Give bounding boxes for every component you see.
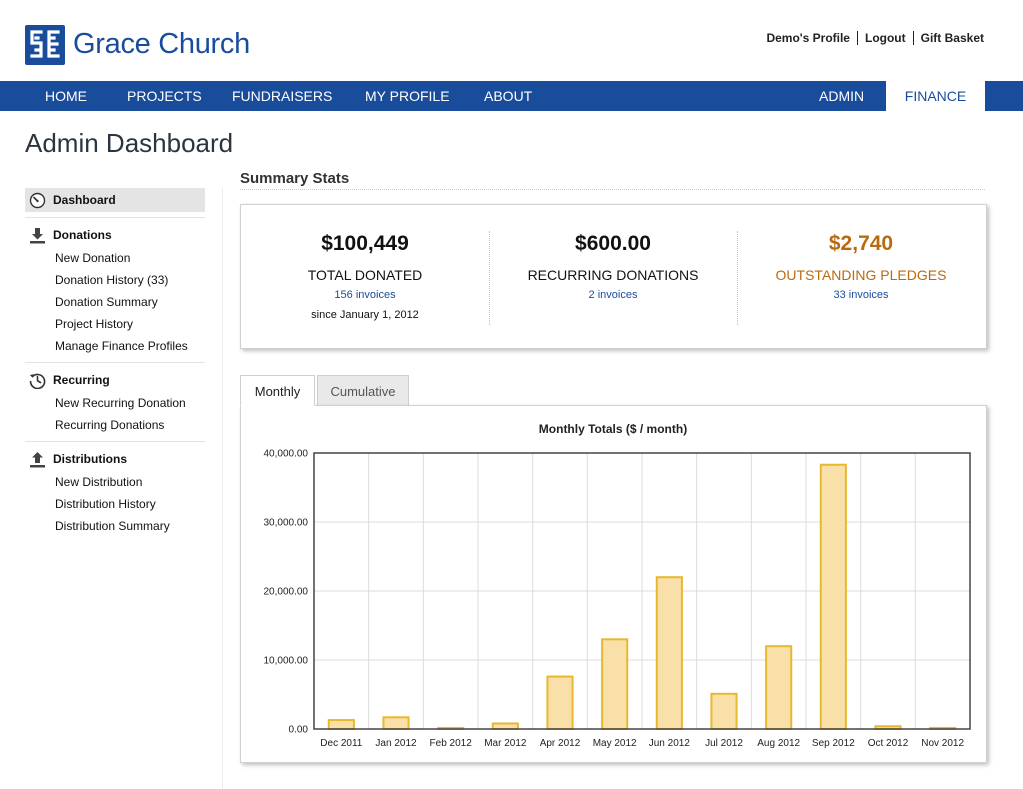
y-tick-label: 20,000.00 xyxy=(264,587,309,598)
chart-bar[interactable] xyxy=(491,722,519,731)
account-links: Demo's Profile Logout Gift Basket xyxy=(759,31,984,45)
stat-label: OUTSTANDING PLEDGES xyxy=(775,267,947,283)
divider xyxy=(856,31,858,45)
x-tick-label: Dec 2011 xyxy=(320,738,363,749)
nav-finance[interactable]: FINANCE xyxy=(886,81,985,111)
chart-gridlines xyxy=(314,452,970,730)
nav-home[interactable]: HOME xyxy=(45,88,87,104)
x-tick-label: Jul 2012 xyxy=(705,738,743,749)
x-tick-label: Nov 2012 xyxy=(921,738,964,749)
sidebar-item-new-distribution[interactable]: New Distribution xyxy=(55,475,143,489)
sidebar-item-label: Dashboard xyxy=(53,193,116,207)
x-tick-label: Aug 2012 xyxy=(757,738,800,749)
section-title: Summary Stats xyxy=(240,170,350,187)
sidebar-item-new-donation[interactable]: New Donation xyxy=(55,251,131,265)
profile-link[interactable]: Demo's Profile xyxy=(766,31,850,45)
sidebar-item-distribution-history[interactable]: Distribution History xyxy=(55,497,156,511)
church-logo-icon[interactable] xyxy=(25,25,65,65)
sidebar-heading-label: Donations xyxy=(53,228,112,242)
sidebar-heading-label: Recurring xyxy=(53,373,110,387)
stat-label: TOTAL DONATED xyxy=(307,267,423,283)
stat-total-donated: $100,449 TOTAL DONATED 156 invoices sinc… xyxy=(241,205,489,321)
sidebar-heading-distributions[interactable]: Distributions xyxy=(25,447,205,471)
y-tick-label: 30,000.00 xyxy=(264,518,309,529)
chart-bar[interactable] xyxy=(546,675,574,730)
tab-monthly[interactable]: Monthly xyxy=(240,375,315,406)
nav-projects[interactable]: PROJECTS xyxy=(127,88,202,104)
sidebar: Dashboard Donations New Donation Donatio… xyxy=(25,188,205,537)
y-tick-label: 0.00 xyxy=(289,725,309,736)
sidebar-heading-recurring[interactable]: Recurring xyxy=(25,368,205,392)
logout-link[interactable]: Logout xyxy=(864,31,906,45)
x-axis-ticks: Dec 2011 Jan 2012 Feb 2012 Mar 2012 Apr 2012… xyxy=(320,738,964,749)
chart-bar[interactable] xyxy=(327,719,355,730)
sidebar-item-donation-history[interactable]: Donation History (33) xyxy=(55,273,169,287)
chart-bar[interactable] xyxy=(710,692,738,730)
stat-since: since January 1, 2012 xyxy=(311,309,419,321)
sidebar-item-recurring-donations[interactable]: Recurring Donations xyxy=(55,418,165,432)
stat-outstanding-pledges: $2,740 OUTSTANDING PLEDGES 33 invoices xyxy=(737,205,985,303)
x-tick-label: Oct 2012 xyxy=(868,738,909,749)
history-clock-icon xyxy=(29,373,46,389)
x-tick-label: Jan 2012 xyxy=(375,738,417,749)
sidebar-item-new-recurring-donation[interactable]: New Recurring Donation xyxy=(55,396,186,410)
divider xyxy=(25,362,205,363)
tab-cumulative[interactable]: Cumulative xyxy=(317,375,409,406)
divider xyxy=(25,217,205,218)
sidebar-heading-label: Distributions xyxy=(53,452,127,466)
chart-bars xyxy=(327,463,957,731)
sidebar-item-dashboard[interactable]: Dashboard xyxy=(25,188,205,212)
nav-my-profile[interactable]: MY PROFILE xyxy=(365,88,450,104)
sidebar-item-distribution-summary[interactable]: Distribution Summary xyxy=(55,519,170,533)
sidebar-item-donation-summary[interactable]: Donation Summary xyxy=(55,295,158,309)
sidebar-item-manage-finance-profiles[interactable]: Manage Finance Profiles xyxy=(55,339,188,353)
x-tick-label: Apr 2012 xyxy=(540,738,581,749)
main-nav: HOME PROJECTS FUNDRAISERS MY PROFILE ABO… xyxy=(0,81,1023,111)
stat-label: RECURRING DONATIONS xyxy=(527,267,699,283)
summary-stats-panel: $100,449 TOTAL DONATED 156 invoices sinc… xyxy=(240,204,987,349)
x-tick-label: Jun 2012 xyxy=(649,738,691,749)
chart-bar[interactable] xyxy=(819,463,847,730)
divider xyxy=(489,231,490,325)
gift-basket-link[interactable]: Gift Basket xyxy=(920,31,984,45)
y-tick-label: 10,000.00 xyxy=(264,656,309,667)
stat-value: $100,449 xyxy=(321,232,409,255)
site-header: Grace Church Demo's Profile Logout Gift … xyxy=(0,0,1023,81)
chart-bar[interactable] xyxy=(601,638,629,730)
nav-about[interactable]: ABOUT xyxy=(484,88,533,104)
stat-value: $2,740 xyxy=(828,232,894,255)
chart-bar[interactable] xyxy=(382,716,410,730)
x-tick-label: Sep 2012 xyxy=(812,738,855,749)
dashboard-gauge-icon xyxy=(29,192,46,209)
divider xyxy=(737,231,738,325)
upload-arrow-icon xyxy=(30,452,45,468)
download-arrow-icon xyxy=(30,228,45,244)
nav-admin[interactable]: ADMIN xyxy=(819,88,865,104)
chart-bar[interactable] xyxy=(655,576,683,730)
y-axis-ticks: 0.00 10,000.00 20,000.00 30,000.00 40,000.00 xyxy=(264,449,309,736)
monthly-totals-chart: Monthly Totals ($ / month) 0.00 10,000.00… xyxy=(264,422,971,749)
stat-value: $600.00 xyxy=(575,232,651,255)
x-tick-label: Mar 2012 xyxy=(484,738,527,749)
chart-bar[interactable] xyxy=(765,645,793,730)
sidebar-divider xyxy=(222,188,223,789)
x-tick-label: May 2012 xyxy=(593,738,637,749)
sidebar-item-project-history[interactable]: Project History xyxy=(55,317,134,331)
stat-recurring-donations: $600.00 RECURRING DONATIONS 2 invoices xyxy=(489,205,737,303)
invoices-link[interactable]: 2 invoices xyxy=(588,289,638,301)
y-tick-label: 40,000.00 xyxy=(264,449,309,460)
page-title: Admin Dashboard xyxy=(25,128,234,158)
sidebar-heading-donations[interactable]: Donations xyxy=(25,223,205,247)
divider xyxy=(25,441,205,442)
divider xyxy=(912,31,914,45)
chart-panel: Monthly Totals ($ / month) 0.00 10,000.00… xyxy=(240,405,987,763)
section-divider xyxy=(240,189,985,190)
nav-fundraisers[interactable]: FUNDRAISERS xyxy=(232,88,333,104)
x-tick-label: Feb 2012 xyxy=(430,738,473,749)
invoices-link[interactable]: 33 invoices xyxy=(833,289,889,301)
brand-name[interactable]: Grace Church xyxy=(73,28,250,60)
plot-frame xyxy=(313,452,971,730)
chart-title: Monthly Totals ($ / month) xyxy=(539,422,687,436)
invoices-link[interactable]: 156 invoices xyxy=(334,289,396,301)
